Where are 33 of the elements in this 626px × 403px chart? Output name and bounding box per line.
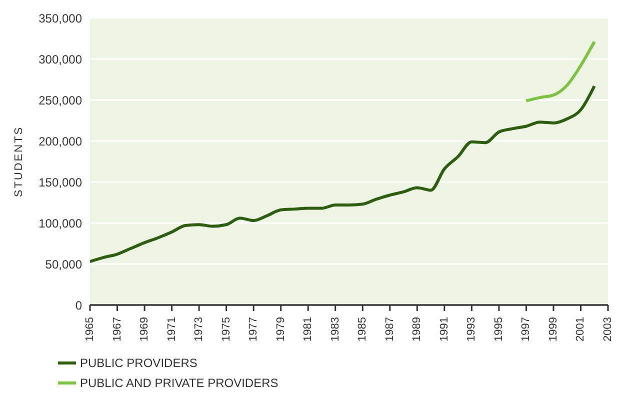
y-tick-label: 250,000 [38, 93, 82, 108]
x-tick-label: 1995 [492, 317, 505, 342]
x-tick-label: 1993 [466, 317, 478, 342]
legend-label: PUBLIC AND PRIVATE PROVIDERS [80, 376, 278, 390]
x-tick-label: 1987 [384, 317, 396, 342]
y-tick-label: 50,000 [45, 257, 82, 272]
x-tick-label: 1971 [166, 317, 178, 342]
x-tick-label: 1981 [302, 317, 314, 342]
x-tick-label: 1975 [220, 317, 232, 342]
legend-label: PUBLIC PROVIDERS [80, 356, 198, 370]
y-tick-label: 300,000 [38, 52, 82, 66]
x-tick-label: 1979 [274, 317, 287, 342]
y-tick-label: 350,000 [38, 11, 82, 26]
x-tick-label: 1991 [438, 317, 450, 342]
x-tick-label: 1977 [248, 317, 260, 342]
y-tick-label: 200,000 [38, 134, 82, 148]
y-tick-label: 100,000 [38, 216, 82, 230]
line-series [524, 40, 596, 102]
y-tick-label: 150,000 [38, 175, 82, 190]
x-tick-label: 1969 [138, 317, 151, 342]
x-tick-label: 1999 [547, 317, 560, 342]
x-tick-label: 2003 [602, 317, 614, 342]
x-tick-label: 2001 [574, 317, 587, 342]
x-tick-label: 1983 [329, 317, 342, 342]
y-tick-label: 0 [75, 298, 82, 312]
y-axis-title: STUDENTS [12, 126, 25, 198]
x-tick-label: 1965 [84, 317, 96, 342]
line-series [90, 84, 596, 264]
x-tick-label: 1997 [520, 317, 532, 342]
x-tick-label: 1973 [193, 317, 206, 342]
x-tick-label: 1967 [111, 317, 124, 342]
x-tick-label: 1989 [411, 317, 424, 342]
x-tick-label: 1985 [356, 317, 369, 342]
